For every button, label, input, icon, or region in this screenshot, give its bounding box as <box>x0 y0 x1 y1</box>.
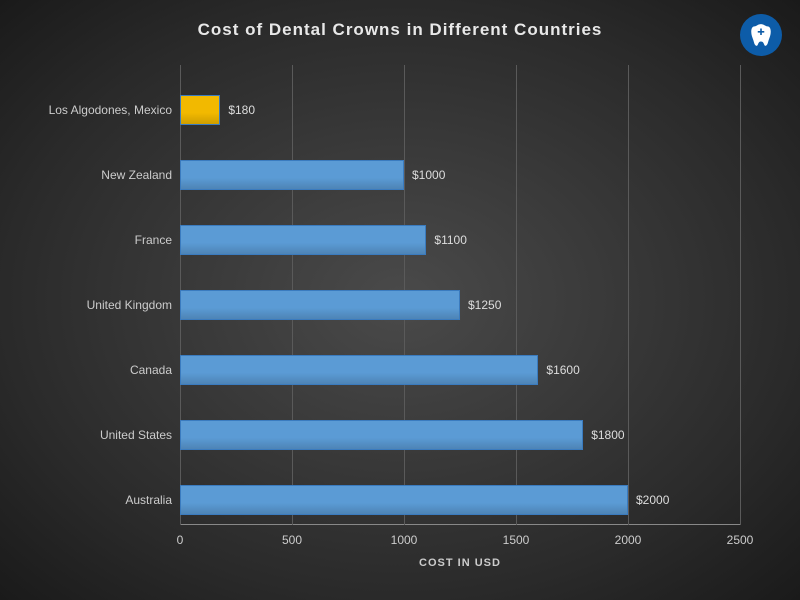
x-tick-label: 2000 <box>615 533 642 547</box>
bar-row: $1100 <box>180 225 467 255</box>
bar <box>180 420 583 450</box>
bar-value-label: $1600 <box>546 363 579 377</box>
x-axis-title: COST IN USD <box>419 557 501 569</box>
y-category-label: France <box>12 233 172 247</box>
gridline <box>740 65 741 525</box>
bar-value-label: $1100 <box>434 233 466 247</box>
bar <box>180 355 538 385</box>
y-category-label: United Kingdom <box>12 298 172 312</box>
y-category-label: New Zealand <box>12 168 172 182</box>
bar-value-label: $180 <box>228 103 255 117</box>
chart-area: $180 $1000 $1100 $1250 $1600 $1800 $2000 <box>180 65 740 525</box>
gridline <box>628 65 629 525</box>
x-tick-label: 1500 <box>503 533 530 547</box>
tooth-icon <box>748 22 774 48</box>
bar-row: $1800 <box>180 420 625 450</box>
bar <box>180 290 460 320</box>
bar-row: $1250 <box>180 290 501 320</box>
bar <box>180 485 628 515</box>
bar-value-label: $2000 <box>636 493 669 507</box>
x-tick-label: 500 <box>282 533 302 547</box>
bar <box>180 225 426 255</box>
bar-value-label: $1250 <box>468 298 501 312</box>
bar-row: $180 <box>180 95 255 125</box>
y-category-label: Canada <box>12 363 172 377</box>
bar-row: $2000 <box>180 485 669 515</box>
bar-value-label: $1800 <box>591 428 624 442</box>
gridline <box>516 65 517 525</box>
x-tick-label: 2500 <box>727 533 754 547</box>
x-tick-label: 1000 <box>391 533 418 547</box>
tooth-logo <box>740 14 782 56</box>
x-axis-line <box>180 524 740 525</box>
bar <box>180 160 404 190</box>
bar-row: $1000 <box>180 160 445 190</box>
y-category-label: Los Algodones, Mexico <box>12 103 172 117</box>
y-category-label: United States <box>12 428 172 442</box>
chart-title: Cost of Dental Crowns in Different Count… <box>0 0 800 40</box>
y-category-label: Australia <box>12 493 172 507</box>
x-tick-label: 0 <box>177 533 184 547</box>
bar-row: $1600 <box>180 355 580 385</box>
bar <box>180 95 220 125</box>
bar-value-label: $1000 <box>412 168 445 182</box>
